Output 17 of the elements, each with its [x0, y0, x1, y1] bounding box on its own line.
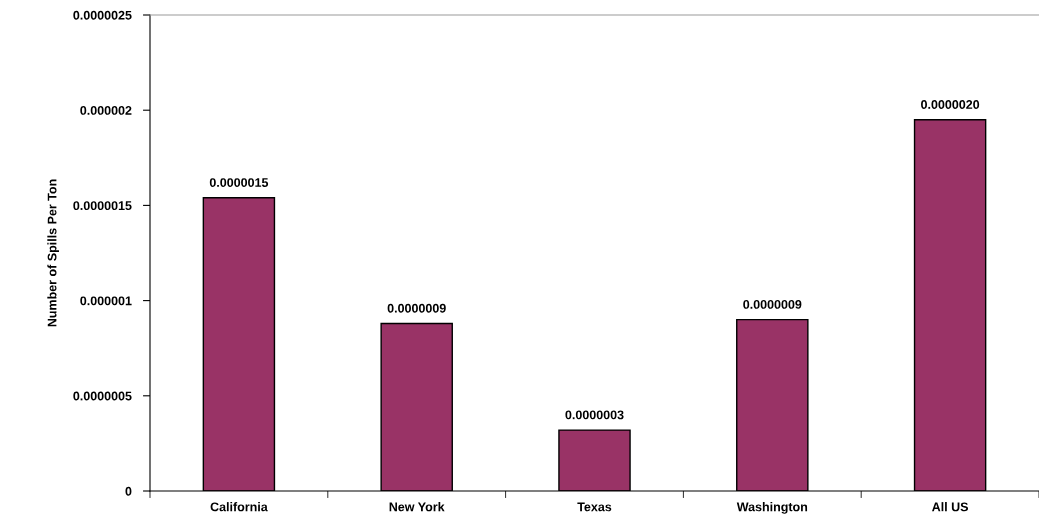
x-tick-label: Washington: [736, 502, 808, 514]
data-label: 0.0000009: [743, 299, 802, 309]
y-tick-label: 0: [125, 486, 132, 496]
data-label: 0.0000015: [209, 178, 269, 187]
y-tick-label: 0.0000025: [73, 10, 132, 20]
x-tick-label: California: [210, 502, 268, 512]
y-axis-title: Number of Spills Per Ton: [47, 179, 59, 327]
y-tick-label: 0.000002: [80, 106, 132, 115]
y-tick-label: 0.000001: [80, 296, 132, 306]
data-label: 0.0000020: [921, 100, 980, 109]
x-tick-label: All US: [932, 502, 969, 512]
y-tick-label: 0.0000005: [73, 391, 132, 401]
data-label: 0.0000003: [565, 410, 624, 420]
x-tick-label: Texas: [577, 502, 612, 512]
data-label: 0.0000009: [387, 303, 446, 313]
x-tick-label: New York: [389, 502, 445, 512]
y-tick-label: 0.0000015: [73, 201, 132, 211]
